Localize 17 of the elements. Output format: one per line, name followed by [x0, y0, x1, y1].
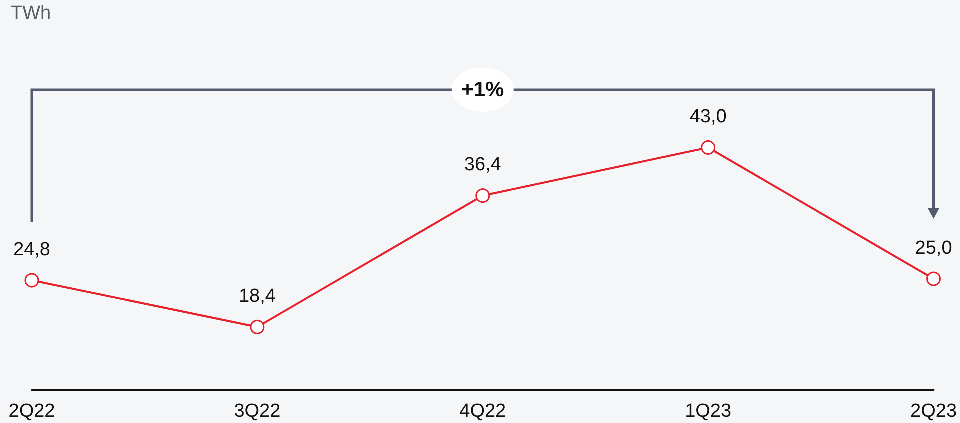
data-label: 25,0: [915, 238, 952, 259]
point: [476, 188, 490, 204]
point: [926, 272, 942, 286]
data-label: 43,0: [690, 106, 727, 128]
data-label: 18,4: [238, 286, 276, 307]
x-tick-label: 1Q23: [685, 401, 732, 422]
text: +1%: [462, 78, 505, 102]
x-tick-label: 4Q22: [460, 401, 506, 422]
point: [24, 273, 40, 288]
point: [701, 140, 716, 155]
x-tick-label: 3Q22: [234, 401, 281, 422]
point: [250, 320, 265, 334]
text: TWh: [11, 3, 52, 24]
x-tick-label: 2Q22: [8, 401, 56, 422]
data-label: 36,4: [464, 154, 502, 176]
data-label: 24,8: [14, 239, 50, 260]
x-tick-label: 2Q23: [910, 401, 958, 422]
